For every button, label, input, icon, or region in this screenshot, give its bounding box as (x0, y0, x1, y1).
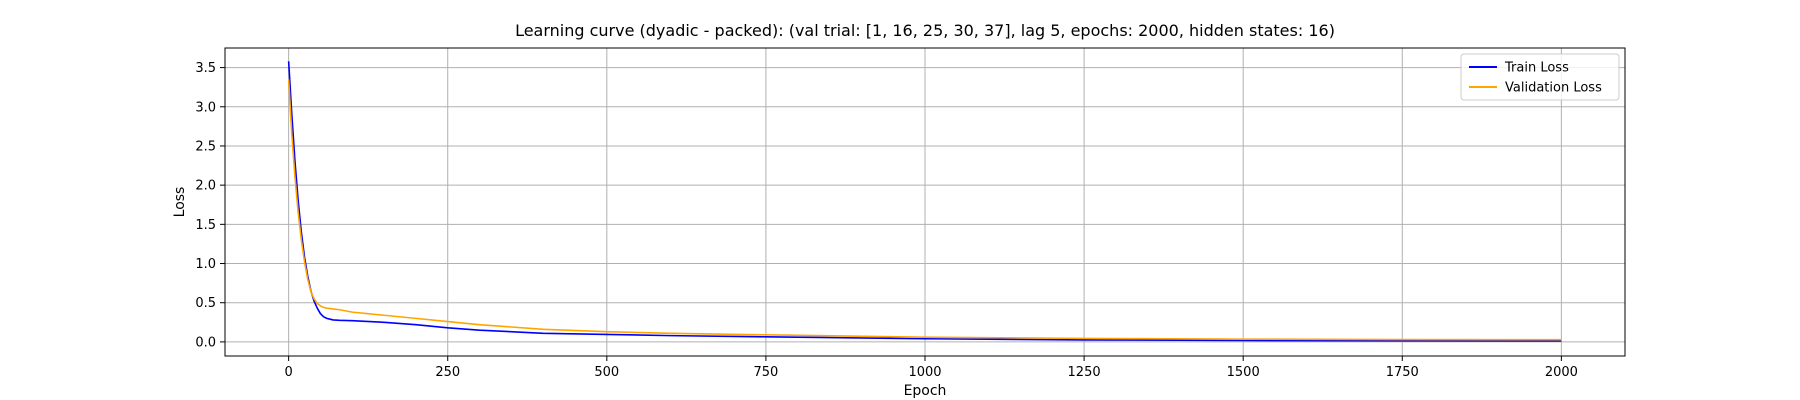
x-tick-label: 1750 (1386, 365, 1419, 380)
y-tick-label: 2.5 (195, 139, 216, 154)
x-tick-label: 1250 (1068, 365, 1101, 380)
y-tick-label: 3.5 (195, 61, 216, 76)
y-axis-label: Loss (172, 187, 188, 218)
legend-label-validation-loss: Validation Loss (1505, 81, 1602, 96)
legend: Train Loss Validation Loss (1460, 53, 1620, 101)
legend-label-train-loss: Train Loss (1504, 61, 1569, 76)
x-tick-label: 250 (435, 365, 460, 380)
tick-layer: 0 250 500 750 1000 1250 1500 1750 2000 0.0 0.5 1.0 1… (195, 61, 1578, 380)
y-tick-label: 0.0 (195, 335, 216, 350)
y-tick-label: 1.5 (195, 218, 216, 233)
x-tick-label: 0 (284, 365, 292, 380)
y-tick-label: 2.0 (195, 179, 216, 194)
x-tick-label: 500 (594, 365, 619, 380)
y-tick-label: 3.0 (195, 100, 216, 115)
legend-box (1460, 53, 1620, 101)
y-tick-label: 0.5 (195, 296, 216, 311)
series-layer (287, 61, 1562, 342)
series-line-validation-loss (287, 79, 1562, 341)
y-tick-label: 1.0 (195, 257, 216, 272)
chart-title: Learning curve (dyadic - packed): (val t… (515, 21, 1335, 40)
x-tick-label: 750 (753, 365, 778, 380)
x-tick-label: 1000 (908, 365, 941, 380)
x-axis-label: Epoch (904, 383, 947, 399)
x-tick-label: 1500 (1227, 365, 1260, 380)
x-tick-label: 2000 (1545, 365, 1578, 380)
